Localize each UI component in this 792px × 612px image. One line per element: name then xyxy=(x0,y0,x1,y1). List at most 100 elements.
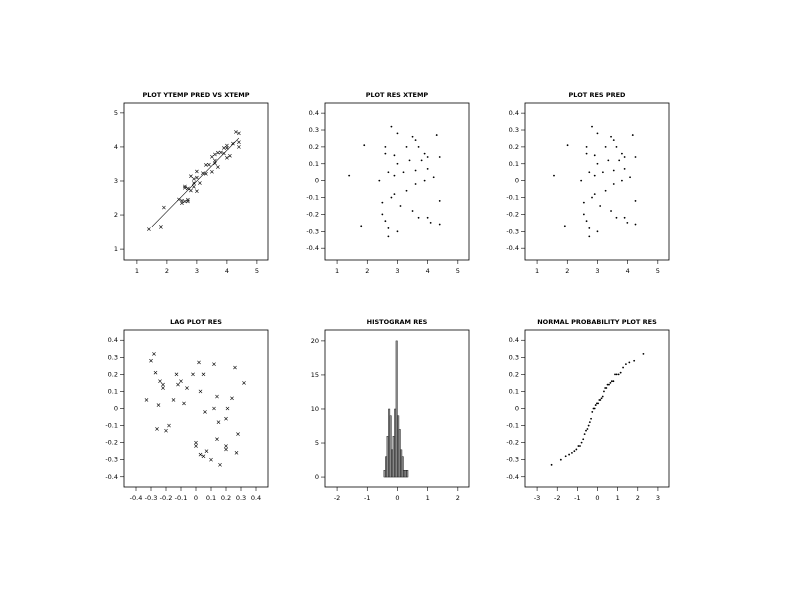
point xyxy=(612,380,615,383)
point xyxy=(213,152,217,157)
point xyxy=(195,175,199,180)
point xyxy=(152,352,156,356)
point xyxy=(603,390,605,393)
y-tick-label: -0.4 xyxy=(105,473,118,481)
x-tick-label: 2 xyxy=(365,267,369,275)
point xyxy=(414,183,417,185)
point xyxy=(601,171,604,174)
point xyxy=(580,441,583,444)
x-tick-label: 4 xyxy=(626,267,630,275)
point xyxy=(225,146,229,150)
point xyxy=(597,402,600,405)
point xyxy=(621,179,623,182)
point xyxy=(626,221,629,224)
x-tick-label: 5 xyxy=(656,267,660,275)
point xyxy=(615,145,618,148)
y-tick-label: -0.2 xyxy=(506,439,519,447)
y-tick-label: 10 xyxy=(311,405,319,413)
point xyxy=(384,145,387,148)
point xyxy=(417,216,420,219)
point xyxy=(215,437,219,442)
bar xyxy=(400,449,403,478)
point xyxy=(195,189,199,194)
x-tick-label: 2 xyxy=(636,494,640,502)
y-tick-label: -0.3 xyxy=(306,227,319,235)
point xyxy=(607,159,610,162)
point xyxy=(586,428,589,430)
y-tick-label: 0 xyxy=(515,405,519,413)
point xyxy=(566,144,569,147)
point xyxy=(162,205,166,210)
point xyxy=(588,227,591,229)
point xyxy=(429,221,432,224)
y-tick-label: -0.3 xyxy=(105,456,118,464)
point xyxy=(596,162,599,165)
point xyxy=(625,363,627,366)
point xyxy=(192,184,196,189)
point xyxy=(186,199,190,204)
point xyxy=(149,358,153,363)
point xyxy=(579,445,581,447)
x-tick-label: -0.2 xyxy=(160,494,173,502)
y-tick-label: 0 xyxy=(515,177,519,185)
bar xyxy=(403,470,406,478)
point xyxy=(414,169,417,172)
point xyxy=(608,383,610,386)
y-tick-label: -0.1 xyxy=(506,422,519,430)
y-tick-label: 0.1 xyxy=(509,387,519,395)
x-tick-label: -0.1 xyxy=(175,494,188,502)
point xyxy=(596,132,599,135)
x-tick-label: -0.4 xyxy=(130,494,143,502)
point xyxy=(593,174,596,177)
point xyxy=(212,362,216,366)
point xyxy=(195,169,199,174)
x-tick-label: 1 xyxy=(535,267,539,275)
point xyxy=(564,455,567,458)
point xyxy=(588,421,591,424)
point xyxy=(563,225,566,228)
bar xyxy=(394,408,397,478)
panel-title: NORMAL PROBABILITY PLOT RES xyxy=(537,318,657,326)
point xyxy=(393,193,396,196)
point xyxy=(590,417,592,420)
point xyxy=(222,151,226,156)
point xyxy=(237,140,241,144)
point xyxy=(634,156,637,158)
point xyxy=(233,365,237,370)
panel: PLOT YTEMP PRED VS XTEMP 1 2 3 4 5 1 2 3 4 5 xyxy=(114,91,269,275)
y-tick-label: -0.4 xyxy=(306,244,319,252)
point xyxy=(571,451,573,454)
point xyxy=(568,453,571,456)
point xyxy=(612,183,615,185)
point xyxy=(587,424,590,427)
point xyxy=(213,158,217,163)
point xyxy=(614,373,616,376)
point xyxy=(408,159,411,162)
point xyxy=(224,416,228,421)
point xyxy=(605,387,608,389)
point xyxy=(210,169,214,174)
point xyxy=(619,371,622,374)
point xyxy=(414,139,417,142)
point xyxy=(609,382,612,384)
x-tick-label: 1 xyxy=(135,267,139,275)
point xyxy=(396,162,399,165)
plot-frame xyxy=(123,102,269,261)
y-tick-label: 0.2 xyxy=(108,370,118,378)
panel: LAG PLOT RES-0.4 -0.3 -0.2 -0.1 0 0.1 0.2 0.3 0.… xyxy=(105,318,269,502)
point xyxy=(588,171,591,174)
point xyxy=(393,154,396,157)
plot-frame xyxy=(524,329,670,488)
bar xyxy=(385,456,388,478)
bar xyxy=(389,415,392,478)
point xyxy=(593,154,596,157)
bar xyxy=(391,449,394,478)
point xyxy=(167,423,171,428)
y-tick-label: -0.3 xyxy=(506,456,519,464)
point xyxy=(174,372,179,377)
point xyxy=(237,145,241,149)
x-tick-label: 1 xyxy=(335,267,339,275)
point xyxy=(438,200,441,202)
x-tick-label: -1 xyxy=(574,494,580,502)
point xyxy=(198,181,202,185)
